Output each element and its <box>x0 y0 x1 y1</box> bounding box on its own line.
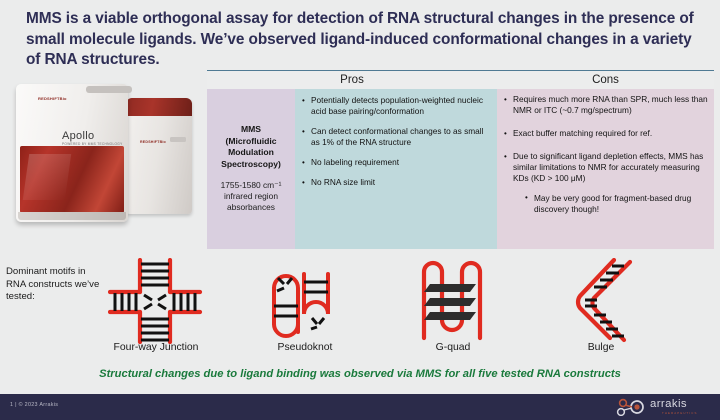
list-item: No RNA size limit <box>301 177 493 188</box>
table-header-row: Pros Cons <box>207 70 714 90</box>
pros-cons-table: Pros Cons MMS (Microfluidic Modulation S… <box>207 70 714 249</box>
list-item: Potentially detects population-weighted … <box>301 94 493 117</box>
motif-label-bulge: Bulge <box>587 342 615 353</box>
logo-tagline: THERAPEUTICS <box>662 410 698 415</box>
method-detail: 1755-1580 cm⁻¹ infrared region absorbanc… <box>220 180 282 213</box>
arrakis-logo: arrakis THERAPEUTICS <box>614 398 710 416</box>
four-way-junction-icon <box>107 257 204 345</box>
motifs-caption: Dominant motifs in RNA constructs we’ve … <box>6 266 100 303</box>
motif-label-four-way-junction: Four-way Junction <box>113 342 199 353</box>
list-item: No labeling requirement <box>301 157 493 168</box>
column-header-cons: Cons <box>592 74 619 86</box>
summary-statement: Structural changes due to ligand binding… <box>99 368 621 380</box>
instrument-secondary-top-band <box>126 98 192 116</box>
list-item-sub: May be very good for fragment-based drug… <box>525 192 710 215</box>
cell-method: MMS (Microfluidic Modulation Spectroscop… <box>207 89 295 249</box>
method-expansion: (Microfluidic Modulation Spectroscopy) <box>221 135 281 169</box>
column-header-pros: Pros <box>340 74 364 86</box>
cell-cons: Requires much more RNA than SPR, much le… <box>497 89 714 249</box>
footer-copyright: 1 | © 2023 Arrakis <box>10 402 59 408</box>
slide-footer: 1 | © 2023 Arrakis arrakis THERAPEUTICS <box>0 394 720 420</box>
instrument-top-handle <box>86 86 132 93</box>
cell-pros: Potentially detects population-weighted … <box>295 89 497 249</box>
motif-label-pseudoknot: Pseudoknot <box>277 342 333 353</box>
instrument-tagline: POWERED BY MMS TECHNOLOGY <box>62 142 123 146</box>
instrument-base <box>18 212 126 220</box>
g-quad-icon <box>418 258 486 342</box>
list-item: Due to significant ligand depletion effe… <box>503 151 710 184</box>
cons-list: Requires much more RNA than SPR, much le… <box>503 93 710 215</box>
pseudoknot-icon <box>268 262 334 342</box>
list-item: Requires much more RNA than SPR, much le… <box>503 93 710 116</box>
instrument-sample-window <box>20 146 124 214</box>
table-row: MMS (Microfluidic Modulation Spectroscop… <box>207 89 714 249</box>
list-item: Exact buffer matching required for ref. <box>503 128 710 139</box>
instrument-secondary-brand: REDSHIFTBio <box>140 140 166 144</box>
method-name: MMS <box>240 124 262 135</box>
page-title: MMS is a viable orthogonal assay for det… <box>26 10 694 68</box>
instrument-photo: REDSHIFTBio REDSHIFTBio Apollo POWERED B… <box>2 84 208 244</box>
instrument-secondary-unit <box>126 98 192 214</box>
instrument-model-label: Apollo <box>62 130 95 142</box>
motif-label-g-quad: G-quad <box>435 342 471 353</box>
instrument-brand-label: REDSHIFTBio <box>38 96 67 101</box>
list-item: Can detect conformational changes to as … <box>301 126 493 148</box>
bulge-icon <box>560 257 642 344</box>
logo-wordmark: arrakis <box>650 398 687 410</box>
pros-list: Potentially detects population-weighted … <box>301 94 493 189</box>
instrument-secondary-button <box>170 137 186 142</box>
